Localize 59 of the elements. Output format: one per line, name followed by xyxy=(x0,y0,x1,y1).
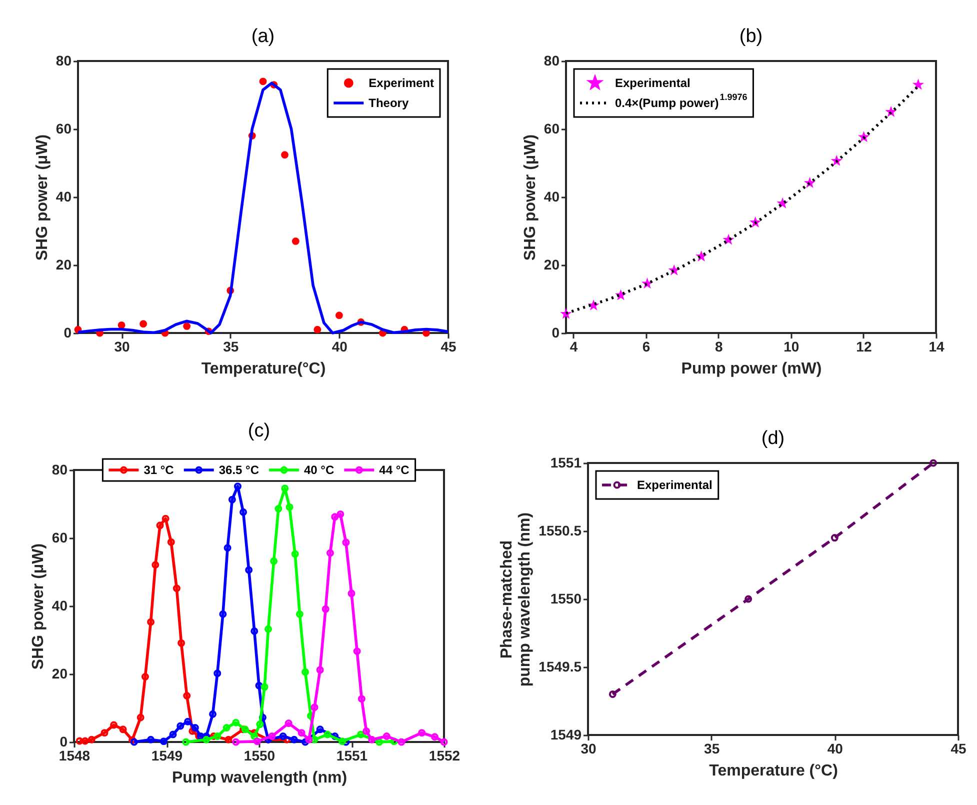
y-tick-label: 0 xyxy=(63,324,72,340)
legend-label: Experiment xyxy=(368,76,434,90)
y-tick-label: 1551 xyxy=(550,454,582,470)
x-tick-label: 8 xyxy=(714,338,722,354)
x-tick-label: 35 xyxy=(222,338,238,354)
x-tick-label: 30 xyxy=(114,338,130,354)
y-tick-label: 20 xyxy=(51,666,68,682)
y-tick-label: 40 xyxy=(51,598,68,614)
x-tick-label: 1549 xyxy=(150,748,182,764)
y-tick-label: 60 xyxy=(55,120,72,136)
chart-title: (a) xyxy=(250,26,274,46)
y-tick-label: 40 xyxy=(543,188,560,204)
x-tick-label: 35 xyxy=(704,740,720,756)
y-axis-title: SHG power (μW) xyxy=(33,134,50,260)
y-axis-title: Phase-matched pump wavelength (nm) xyxy=(498,512,534,686)
x-tick-label: 30 xyxy=(580,740,596,756)
y-tick-label: 20 xyxy=(543,256,560,272)
y-tick-label: 80 xyxy=(51,462,68,478)
x-tick-label: 12 xyxy=(856,338,872,354)
x-tick-label: 45 xyxy=(440,338,456,354)
x-tick-label: 6 xyxy=(642,338,650,354)
x-tick-label: 1552 xyxy=(428,748,460,764)
legend-label: Experimental xyxy=(614,76,690,90)
x-tick-label: 10 xyxy=(783,338,799,354)
chart-title: (d) xyxy=(761,428,785,448)
y-tick-label: 1550 xyxy=(550,590,582,606)
x-axis-title: Temperature(°C) xyxy=(200,360,326,377)
x-axis-title: Pump wavelength (nm) xyxy=(171,770,347,786)
y-tick-label: 80 xyxy=(543,52,560,68)
x-tick-label: 14 xyxy=(928,338,944,354)
legend-label: Theory xyxy=(368,96,408,110)
y-tick-label: 0 xyxy=(551,324,560,340)
x-tick-label: 40 xyxy=(827,740,844,756)
y-tick-label: 1550.5 xyxy=(538,522,582,538)
legend-label: 40 °C xyxy=(304,463,334,477)
legend-label: Experimental xyxy=(637,478,712,492)
x-tick-label: 40 xyxy=(331,338,348,354)
y-axis-title: SHG power (μW) xyxy=(29,543,46,670)
y-axis-title: SHG power (μW) xyxy=(521,134,538,260)
x-tick-label: 45 xyxy=(950,740,966,756)
x-tick-label: 1550 xyxy=(243,748,275,764)
chart-title: (b) xyxy=(738,26,762,46)
y-tick-label: 80 xyxy=(55,52,72,68)
x-axis-title: Pump power (mW) xyxy=(680,360,822,377)
x-tick-label: 1548 xyxy=(58,748,90,764)
x-tick-label: 1551 xyxy=(336,748,368,764)
y-tick-label: 20 xyxy=(55,256,72,272)
y-tick-label: 0 xyxy=(59,734,68,750)
chart-title: (c) xyxy=(247,420,270,442)
y-tick-label: 60 xyxy=(543,120,560,136)
y-tick-label: 1549.5 xyxy=(538,658,582,674)
y-tick-label: 40 xyxy=(55,188,72,204)
legend-label: 44 °C xyxy=(378,463,410,477)
x-axis-title: Temperature (°C) xyxy=(709,762,838,779)
legend-label: 36.5 °C xyxy=(218,463,259,477)
x-tick-label: 4 xyxy=(569,338,578,354)
legend-label: 31 °C xyxy=(143,463,174,477)
y-tick-label: 60 xyxy=(51,530,68,546)
y-tick-label: 1549 xyxy=(550,726,582,742)
